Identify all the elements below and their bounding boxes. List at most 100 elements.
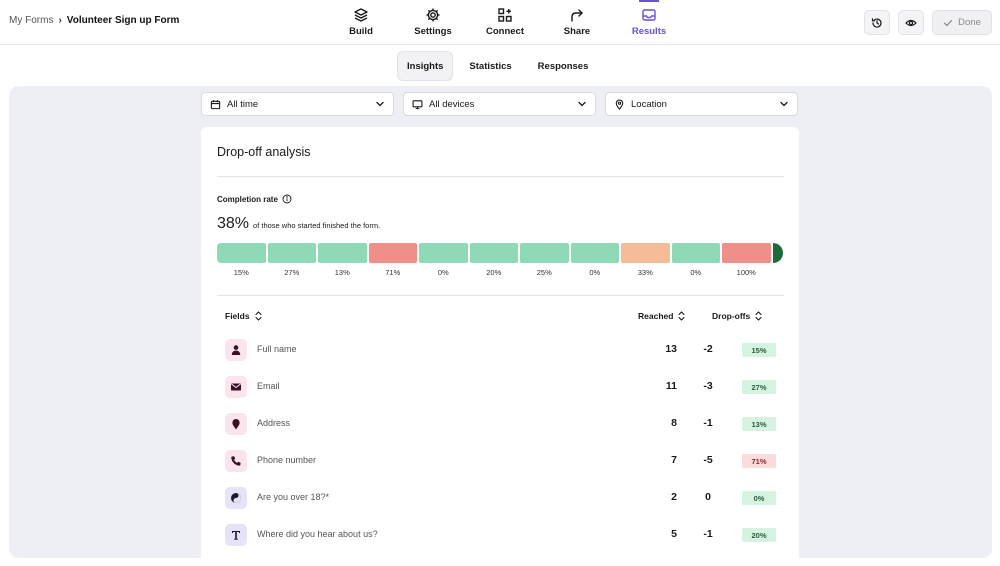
nav-build[interactable]: Build xyxy=(325,0,397,45)
dropoff-step-bar xyxy=(267,243,316,263)
location-filter[interactable]: Location xyxy=(605,92,798,116)
info-icon[interactable] xyxy=(282,194,292,204)
breadcrumb-my-forms[interactable]: My Forms xyxy=(9,15,54,26)
field-type-badge xyxy=(225,487,247,509)
inbox-icon xyxy=(642,9,656,21)
completion-percent: 38% xyxy=(217,215,250,232)
dropoff-title: Drop-off analysis xyxy=(217,145,311,159)
history-button[interactable] xyxy=(864,10,890,35)
dropoff-step-label: 0% xyxy=(690,268,702,277)
devices-filter[interactable]: All devices xyxy=(403,92,596,116)
map-pin-icon xyxy=(232,419,240,430)
tab-insights[interactable]: Insights xyxy=(397,51,454,81)
reached-count: 7 xyxy=(671,454,677,466)
table-row[interactable]: Full name 13 -2 15% xyxy=(225,338,785,362)
sort-icon xyxy=(755,311,762,321)
time-filter-value: All time xyxy=(227,98,259,110)
dropoff-step-bar xyxy=(570,243,619,263)
top-actions: Done xyxy=(864,10,992,35)
nav-share-label: Share xyxy=(563,26,591,37)
dropoff-bar-chart xyxy=(217,243,785,263)
dropoff-step-label: 25% xyxy=(536,268,552,277)
main-nav: Build Settings Connect Share Results xyxy=(325,0,685,45)
nav-build-label: Build xyxy=(349,26,373,37)
dropoff-count: -1 xyxy=(703,528,713,540)
reached-count: 11 xyxy=(665,380,677,392)
fields-header-label: Fields xyxy=(225,311,250,321)
nav-results-label: Results xyxy=(631,26,667,37)
dropoff-step-bar xyxy=(520,243,569,263)
sort-icon xyxy=(255,311,262,321)
calendar-icon xyxy=(210,99,221,109)
chevron-down-icon xyxy=(780,101,788,107)
dropoffs-header-label: Drop-offs xyxy=(712,311,751,321)
nav-settings[interactable]: Settings xyxy=(397,0,469,45)
breadcrumb-separator: › xyxy=(58,15,62,26)
table-row[interactable]: Address 8 -1 13% xyxy=(225,412,785,436)
time-filter[interactable]: All time xyxy=(201,92,394,116)
dropoff-count: -5 xyxy=(703,454,713,466)
insights-panel: All time All devices Location Drop-off a… xyxy=(9,86,992,558)
yes-no-icon xyxy=(231,493,241,503)
done-label: Done xyxy=(958,17,981,28)
table-row[interactable]: Are you over 18?* 2 0 0% xyxy=(225,486,785,510)
completion-end-cap xyxy=(772,243,783,263)
filter-bar: All time All devices Location xyxy=(201,92,798,116)
reached-column-header[interactable]: Reached xyxy=(638,311,685,321)
layers-icon xyxy=(354,8,368,22)
field-type-badge xyxy=(225,376,247,398)
eye-icon xyxy=(905,19,917,26)
dropoff-step-bar xyxy=(419,243,468,263)
history-icon xyxy=(871,17,882,28)
completion-rate-text: Completion rate xyxy=(217,194,278,204)
nav-connect[interactable]: Connect xyxy=(469,0,541,45)
dropoff-count: -3 xyxy=(703,380,713,392)
dropoff-step-bar xyxy=(722,243,771,263)
table-row[interactable]: Where did you hear about us? 5 -1 20% xyxy=(225,523,785,547)
field-name: Email xyxy=(257,381,280,391)
dropoff-step-bar xyxy=(217,243,266,263)
table-header: Fields Reached Drop-offs xyxy=(225,311,785,325)
phone-icon xyxy=(231,456,241,466)
dropoff-step-bar xyxy=(469,243,518,263)
dropoff-count: -2 xyxy=(703,343,713,355)
preview-button[interactable] xyxy=(898,10,924,35)
completion-description: of those who started finished the form. xyxy=(253,221,381,230)
sort-icon xyxy=(678,311,685,321)
nav-share[interactable]: Share xyxy=(541,0,613,45)
results-subtabs: Insights Statistics Responses xyxy=(397,51,598,81)
fields-column-header[interactable]: Fields xyxy=(225,311,262,321)
field-name: Address xyxy=(257,418,291,428)
done-button[interactable]: Done xyxy=(932,10,992,35)
dropoffs-column-header[interactable]: Drop-offs xyxy=(712,311,762,321)
field-name: Full name xyxy=(257,344,297,354)
field-name: Phone number xyxy=(257,455,317,465)
dropoff-percent-badge: 71% xyxy=(742,454,776,468)
dropoff-card: Drop-off analysis Completion rate 38% of… xyxy=(201,127,799,558)
dropoff-step-label: 0% xyxy=(437,268,449,277)
dropoff-step-label: 20% xyxy=(486,268,502,277)
text-t-icon xyxy=(232,531,240,540)
nav-settings-label: Settings xyxy=(414,26,452,37)
table-row[interactable]: Phone number 7 -5 71% xyxy=(225,449,785,473)
chevron-down-icon xyxy=(376,101,384,107)
dropoff-percent-badge: 20% xyxy=(742,528,776,542)
map-pin-icon xyxy=(615,99,624,110)
dropoff-bar-labels: 15% 27% 13% 71% 0% 20% 25% 0% 33% 0% 100% xyxy=(217,268,785,277)
field-type-badge xyxy=(225,450,247,472)
envelope-icon xyxy=(231,383,241,391)
table-row[interactable]: Email 11 -3 27% xyxy=(225,375,785,399)
nav-results[interactable]: Results xyxy=(613,0,685,45)
chevron-down-icon xyxy=(578,101,586,107)
dropoff-step-label: 71% xyxy=(385,268,401,277)
tab-responses[interactable]: Responses xyxy=(537,60,589,72)
reached-count: 8 xyxy=(671,417,677,429)
reached-count: 5 xyxy=(671,528,677,540)
share-arrow-icon xyxy=(571,9,583,22)
dropoff-step-bar xyxy=(621,243,670,263)
monitor-icon xyxy=(412,99,423,109)
completion-rate-value: 38% of those who started finished the fo… xyxy=(217,215,380,233)
check-icon xyxy=(943,19,953,26)
tab-statistics[interactable]: Statistics xyxy=(469,60,512,72)
dropoff-count: 0 xyxy=(705,491,711,503)
